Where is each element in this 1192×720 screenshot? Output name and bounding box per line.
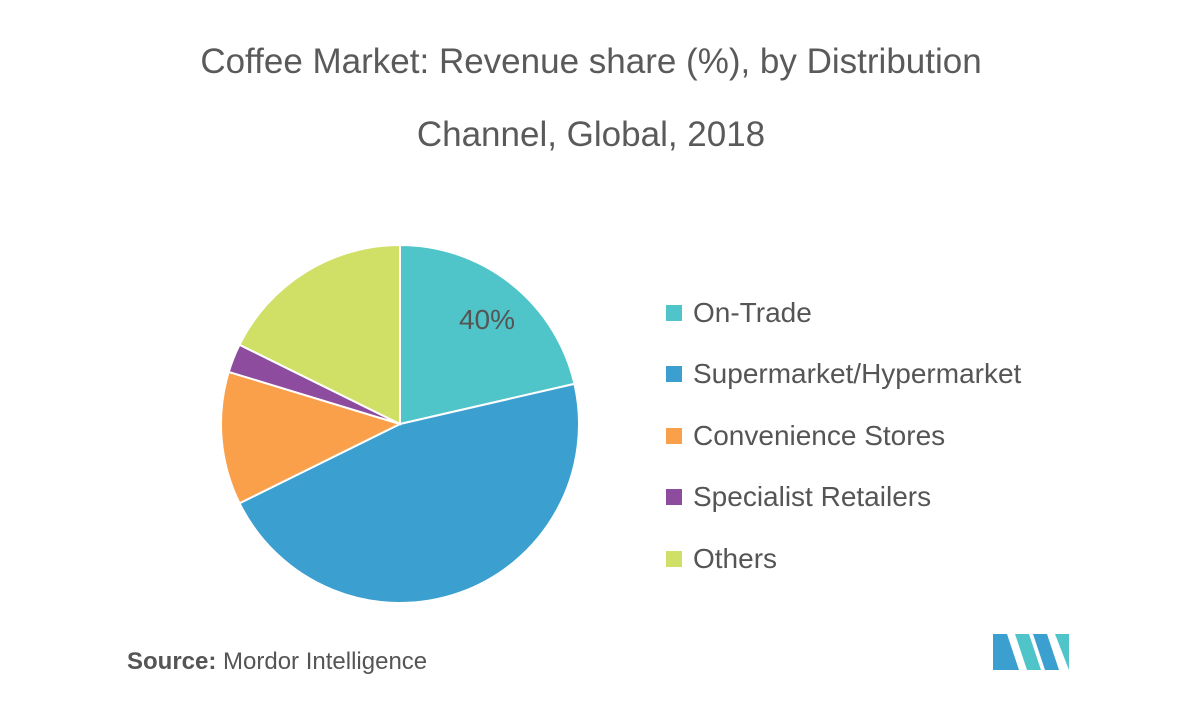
legend-item: On-Trade [666,282,1021,344]
legend-swatch [666,550,682,567]
pie-slice-convenience-stores [220,370,403,505]
source-label: Source: [127,648,217,675]
chart-title-line-1: Coffee Market: Revenue share (%), by Dis… [200,42,982,81]
source-note: Source: Mordor Intelligence [127,648,427,676]
pie-slice-supermarket-hypermarket [238,382,580,604]
legend-swatch [666,489,682,506]
legend-label: Others [693,542,778,574]
logo-shape-2 [1015,634,1041,670]
legend-label: On-Trade [693,296,812,328]
data-label: 40% [459,304,515,335]
logo-shape-3 [1033,634,1059,670]
legend-item: Supermarket/Hypermarket [666,344,1021,406]
legend-swatch [666,304,682,321]
legend: On-Trade Supermarket/Hypermarket Convenien… [666,282,1021,590]
legend-label: Convenience Stores [693,419,946,451]
legend-item: Specialist Retailers [666,467,1021,529]
legend-label: Specialist Retailers [693,481,932,513]
pie-slice-on-trade [399,243,576,426]
source-text: Mordor Intelligence [223,648,428,675]
legend-swatch [666,427,682,444]
pie-slice-others [238,243,401,426]
chart-title-line-2: Channel, Global, 2018 [416,115,766,154]
logo-shape-4 [1055,634,1069,670]
legend-item: Convenience Stores [666,405,1021,467]
mordor-intelligence-logo [993,634,1069,670]
legend-item: Others [666,528,1021,590]
legend-swatch [666,366,682,383]
logo-shape-1 [993,634,1019,670]
legend-label: Supermarket/Hypermarket [693,358,1022,390]
